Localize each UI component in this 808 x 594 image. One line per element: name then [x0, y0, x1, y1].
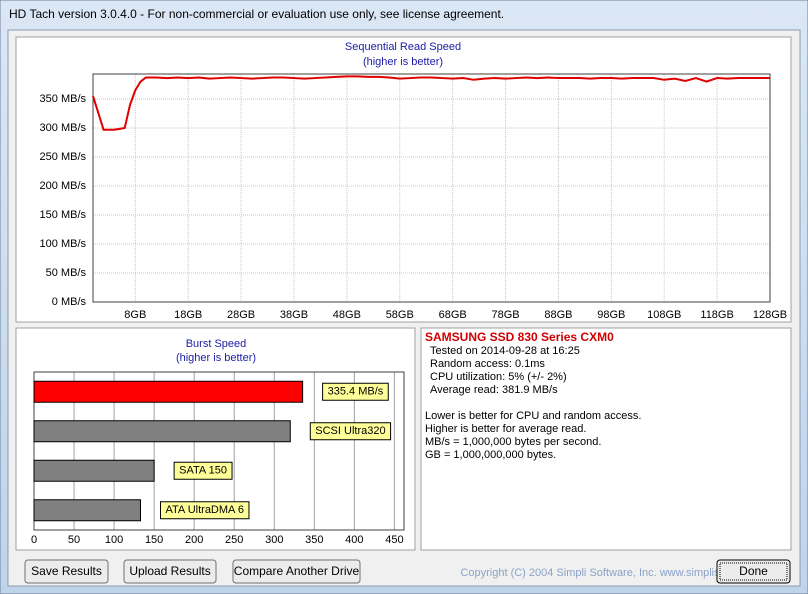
note: GB = 1,000,000,000 bytes. [425, 449, 556, 461]
bar-label-box [173, 461, 233, 480]
content: 0 MB/s 50 MB/s 100 MB/s 150 MB/s 200 MB/s 250… [24, 73, 791, 584]
button[interactable] [123, 559, 217, 584]
x-tick-label: 68GB [439, 309, 467, 321]
line-panel [15, 36, 792, 323]
x-tick-label: 300 [265, 534, 283, 546]
x-tick-label: 58GB [386, 309, 414, 321]
y-tick-label: 0 MB/s [52, 296, 87, 308]
bar-label-box [160, 501, 250, 520]
bar-label: SCSI Ultra320 [315, 425, 385, 437]
bar-label: SATA 150 [179, 465, 227, 477]
bar [33, 459, 155, 482]
x-tick-label: 150 [145, 534, 163, 546]
x-tick-label: 128GB [753, 309, 787, 321]
bar [33, 420, 291, 443]
detail: Average read: 381.9 MB/s [430, 384, 558, 396]
x-tick-label: 450 [385, 534, 403, 546]
note: MB/s = 1,000,000 bytes per second. [425, 436, 601, 448]
y-tick-label: 150 MB/s [40, 209, 87, 221]
bar-label: ATA UltraDMA 6 [166, 504, 244, 516]
x-tick-label: 0 [31, 534, 37, 546]
button-label[interactable]: Upload Results [129, 564, 210, 578]
copyright: Copyright (C) 2004 Simpli Software, Inc.… [460, 567, 779, 579]
y-tick-label: 200 MB/s [40, 180, 87, 192]
drive-name: SAMSUNG SSD 830 Series CXM0 [425, 330, 614, 344]
window-title: HD Tach version 3.0.4.0 - For non-commer… [9, 7, 504, 21]
bar-subtitle: (higher is better) [176, 352, 256, 364]
bar-label-box [322, 382, 389, 401]
button[interactable] [24, 559, 109, 584]
detail: Random access: 0.1ms [430, 358, 545, 370]
x-tick-label: 200 [185, 534, 203, 546]
button[interactable] [716, 559, 791, 584]
button-label[interactable]: Save Results [31, 564, 102, 578]
bar-label: 335.4 MB/s [328, 386, 384, 398]
x-tick-label: 38GB [280, 309, 308, 321]
x-tick-label: 18GB [174, 309, 202, 321]
button-label[interactable]: Compare Another Drive [234, 564, 360, 578]
y-tick-label: 350 MB/s [40, 93, 87, 105]
read-speed-line [92, 75, 770, 131]
x-tick-label: 350 [305, 534, 323, 546]
line-title: Sequential Read Speed [345, 41, 461, 53]
x-tick-label: 50 [68, 534, 80, 546]
x-tick-label: 250 [225, 534, 243, 546]
x-tick-label: 118GB [700, 309, 733, 321]
bar [33, 380, 304, 403]
detail: Tested on 2014-09-28 at 16:25 [430, 345, 580, 357]
note: Higher is better for average read. [425, 423, 586, 435]
bar-label-box [309, 422, 392, 441]
y-tick-label: 250 MB/s [40, 151, 87, 163]
note: Lower is better for CPU and random acces… [425, 410, 641, 422]
x-tick-label: 98GB [597, 309, 625, 321]
y-tick-label: 300 MB/s [40, 122, 87, 134]
line-subtitle: (higher is better) [363, 56, 443, 68]
x-tick-label: 48GB [333, 309, 361, 321]
x-tick-label: 400 [345, 534, 363, 546]
x-tick-label: 28GB [227, 309, 255, 321]
x-tick-label: 108GB [647, 309, 681, 321]
bar-title: Burst Speed [186, 338, 247, 350]
x-tick-label: 100 [105, 534, 123, 546]
x-tick-label: 88GB [544, 309, 572, 321]
bar [33, 499, 142, 522]
y-tick-label: 50 MB/s [46, 267, 87, 279]
plot-border [92, 73, 771, 303]
plot-border [33, 371, 405, 531]
button[interactable] [232, 559, 361, 584]
button-label[interactable]: Done [739, 564, 768, 578]
x-tick-label: 8GB [124, 309, 146, 321]
y-tick-label: 100 MB/s [40, 238, 87, 250]
x-tick-label: 78GB [491, 309, 519, 321]
detail: CPU utilization: 5% (+/- 2%) [430, 371, 567, 383]
info-panel [420, 327, 792, 551]
